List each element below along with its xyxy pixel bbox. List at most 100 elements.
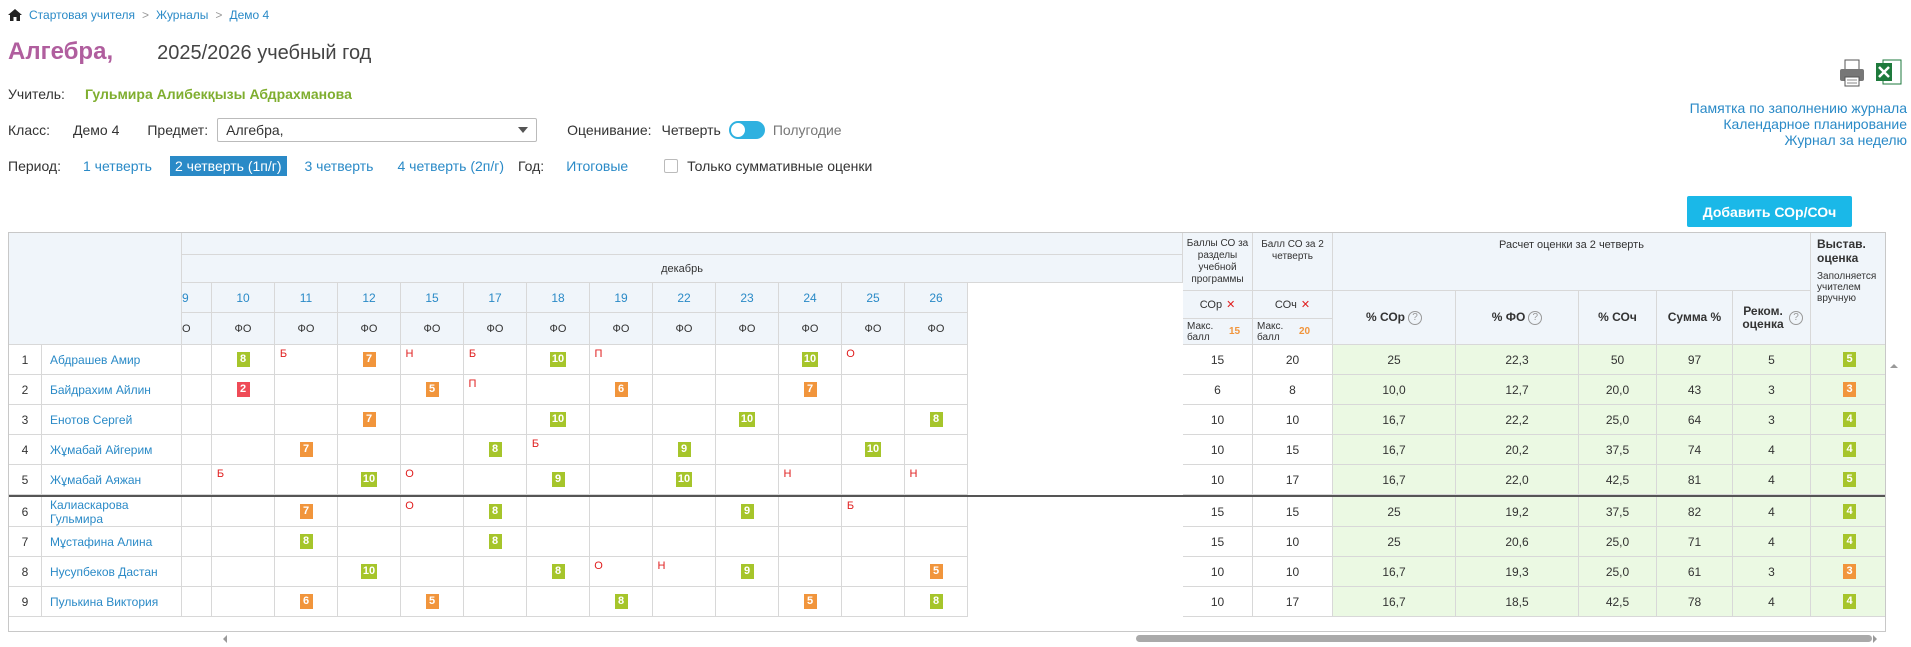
- grade-mark[interactable]: 7: [362, 412, 376, 427]
- grade-cell[interactable]: Б: [212, 465, 275, 495]
- grade-cell[interactable]: [590, 497, 653, 527]
- grade-cell[interactable]: [779, 497, 842, 527]
- sor-score[interactable]: 10: [1183, 405, 1253, 435]
- grade-cell[interactable]: [905, 435, 968, 465]
- grade-cell[interactable]: [905, 527, 968, 557]
- grade-cell[interactable]: [779, 527, 842, 557]
- grade-cell[interactable]: О: [401, 465, 464, 495]
- grade-cell[interactable]: [842, 587, 905, 617]
- grade-cell[interactable]: 8: [527, 557, 590, 587]
- home-icon[interactable]: [8, 9, 22, 21]
- grade-cell[interactable]: [527, 587, 590, 617]
- sor-score[interactable]: 10: [1183, 557, 1253, 587]
- guide-link[interactable]: Памятка по заполнению журнала: [1689, 100, 1907, 116]
- grade-cell[interactable]: Б: [275, 345, 338, 375]
- grade-mark[interactable]: 8: [236, 352, 250, 367]
- soch-score[interactable]: 20: [1253, 345, 1333, 375]
- final-grade-mark[interactable]: 5: [1843, 352, 1856, 367]
- sor-score[interactable]: 15: [1183, 527, 1253, 557]
- grade-mark[interactable]: 8: [299, 534, 313, 549]
- student-name[interactable]: Жұмабай Айгерим: [42, 435, 182, 465]
- attendance-mark[interactable]: П: [468, 378, 477, 390]
- soch-score[interactable]: 10: [1253, 527, 1333, 557]
- student-name[interactable]: Нусупбеков Дастан: [42, 557, 182, 587]
- grade-cell[interactable]: [653, 405, 716, 435]
- grade-mark[interactable]: 7: [362, 352, 376, 367]
- grade-cell[interactable]: 8: [905, 587, 968, 617]
- scroll-up-icon[interactable]: [1888, 361, 1900, 371]
- grade-cell[interactable]: 7: [275, 435, 338, 465]
- grade-mark[interactable]: 7: [299, 442, 313, 457]
- day-header[interactable]: 26: [905, 283, 968, 313]
- grade-mark[interactable]: 9: [677, 442, 691, 457]
- grade-cell[interactable]: [182, 375, 212, 405]
- grade-mark[interactable]: 10: [738, 412, 756, 427]
- grade-mark[interactable]: 9: [551, 472, 565, 487]
- grade-cell[interactable]: [401, 557, 464, 587]
- period-q4[interactable]: 4 четверть (2п/г): [397, 158, 504, 174]
- grade-cell[interactable]: 10: [338, 557, 401, 587]
- grade-cell[interactable]: П: [590, 345, 653, 375]
- period-q3[interactable]: 3 четверть: [304, 158, 374, 174]
- final-grade-cell[interactable]: 4: [1811, 405, 1885, 435]
- soch-score[interactable]: 8: [1253, 375, 1333, 405]
- attendance-mark[interactable]: Б: [468, 348, 477, 360]
- day-header[interactable]: 11: [275, 283, 338, 313]
- soch-score[interactable]: 10: [1253, 405, 1333, 435]
- printer-icon[interactable]: [1837, 58, 1867, 88]
- grade-cell[interactable]: [653, 345, 716, 375]
- grade-cell[interactable]: [779, 557, 842, 587]
- grade-cell[interactable]: [275, 465, 338, 495]
- grade-cell[interactable]: [212, 587, 275, 617]
- grade-cell[interactable]: 7: [275, 497, 338, 527]
- grade-mark[interactable]: 10: [864, 442, 882, 457]
- day-header[interactable]: 17: [464, 283, 527, 313]
- grade-cell[interactable]: [716, 435, 779, 465]
- grade-cell[interactable]: [212, 527, 275, 557]
- grade-mark[interactable]: 7: [299, 504, 313, 519]
- grade-mark[interactable]: 5: [425, 594, 439, 609]
- grade-mark[interactable]: 7: [803, 382, 817, 397]
- grade-cell[interactable]: [716, 587, 779, 617]
- grade-cell[interactable]: [716, 527, 779, 557]
- attendance-mark[interactable]: О: [405, 468, 414, 480]
- close-icon[interactable]: ✕: [1300, 299, 1311, 311]
- grade-cell[interactable]: [653, 527, 716, 557]
- final-grade-cell[interactable]: 4: [1811, 587, 1885, 617]
- grade-cell[interactable]: [401, 527, 464, 557]
- grade-cell[interactable]: [842, 557, 905, 587]
- grade-cell[interactable]: [590, 435, 653, 465]
- soch-score[interactable]: 15: [1253, 497, 1333, 527]
- grade-mark[interactable]: 10: [675, 472, 693, 487]
- grade-mark[interactable]: 9: [740, 504, 754, 519]
- grade-cell[interactable]: 10: [842, 435, 905, 465]
- grade-cell[interactable]: [212, 435, 275, 465]
- student-name[interactable]: Абдрашев Амир: [42, 345, 182, 375]
- grade-cell[interactable]: [779, 435, 842, 465]
- grade-cell[interactable]: 10: [779, 345, 842, 375]
- attendance-mark[interactable]: Б: [279, 348, 288, 360]
- student-name[interactable]: Калиаскарова Гульмира: [42, 497, 182, 527]
- day-header[interactable]: 12: [338, 283, 401, 313]
- grade-cell[interactable]: [464, 405, 527, 435]
- grade-mark[interactable]: 8: [929, 412, 943, 427]
- grade-cell[interactable]: [842, 465, 905, 495]
- attendance-mark[interactable]: Б: [846, 500, 855, 512]
- grade-mark[interactable]: 8: [488, 534, 502, 549]
- grade-cell[interactable]: [779, 405, 842, 435]
- grade-cell[interactable]: [716, 465, 779, 495]
- grade-mark[interactable]: 8: [551, 564, 565, 579]
- grade-cell[interactable]: О: [842, 345, 905, 375]
- attendance-mark[interactable]: О: [405, 500, 414, 512]
- add-sor-soch-button[interactable]: Добавить СОр/СОч: [1687, 196, 1852, 227]
- final-grade-cell[interactable]: 4: [1811, 435, 1885, 465]
- grade-cell[interactable]: 8: [212, 345, 275, 375]
- grade-mark[interactable]: 2: [236, 382, 250, 397]
- help-icon[interactable]: ?: [1408, 310, 1423, 325]
- sor-label[interactable]: СОр ✕: [1183, 291, 1253, 319]
- day-header[interactable]: 22: [653, 283, 716, 313]
- day-header[interactable]: 10: [212, 283, 275, 313]
- grade-cell[interactable]: [590, 527, 653, 557]
- day-header[interactable]: 25: [842, 283, 905, 313]
- grade-cell[interactable]: О: [590, 557, 653, 587]
